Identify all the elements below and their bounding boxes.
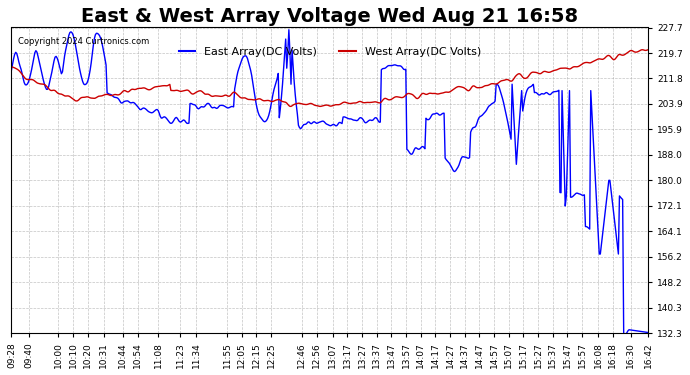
Title: East & West Array Voltage Wed Aug 21 16:58: East & West Array Voltage Wed Aug 21 16:…	[81, 7, 578, 26]
Legend: East Array(DC Volts), West Array(DC Volts): East Array(DC Volts), West Array(DC Volt…	[174, 42, 486, 61]
Text: Copyright 2024 Curtronics.com: Copyright 2024 Curtronics.com	[18, 37, 149, 46]
